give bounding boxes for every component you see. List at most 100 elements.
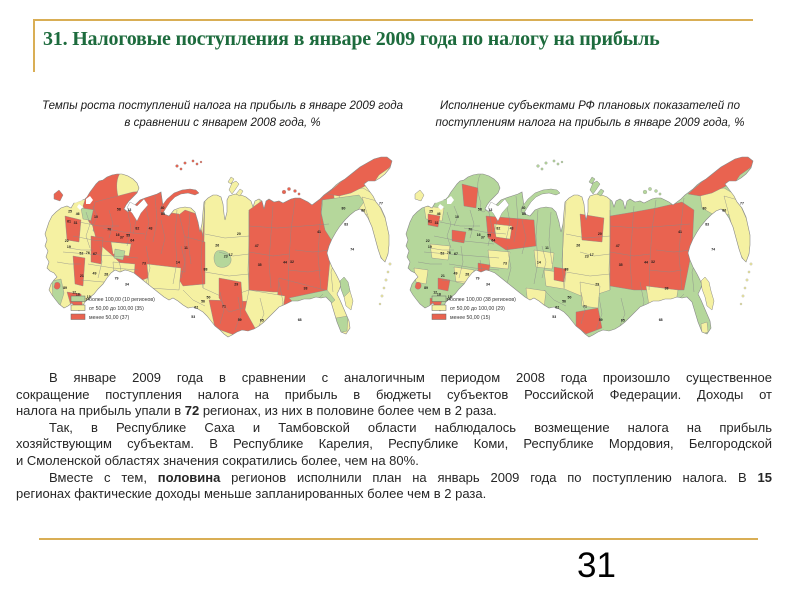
svg-text:64: 64 xyxy=(130,238,134,242)
svg-text:44: 44 xyxy=(644,261,648,265)
svg-text:31: 31 xyxy=(435,221,439,225)
svg-text:менее 50,00 (15): менее 50,00 (15) xyxy=(450,315,490,321)
svg-text:19: 19 xyxy=(67,245,71,249)
svg-text:46: 46 xyxy=(437,212,441,216)
svg-text:52: 52 xyxy=(79,251,83,255)
svg-text:15: 15 xyxy=(448,295,452,299)
svg-text:16: 16 xyxy=(116,233,120,237)
svg-text:более 100,00 (38 регионов): более 100,00 (38 регионов) xyxy=(450,297,516,303)
svg-text:82: 82 xyxy=(135,227,139,231)
svg-text:26: 26 xyxy=(576,244,580,248)
svg-text:89: 89 xyxy=(63,286,67,290)
svg-text:11: 11 xyxy=(545,246,549,250)
svg-text:37: 37 xyxy=(481,236,485,240)
svg-text:65: 65 xyxy=(260,319,264,323)
svg-text:61: 61 xyxy=(428,220,432,224)
svg-text:83: 83 xyxy=(344,223,348,227)
svg-text:68: 68 xyxy=(298,318,302,322)
svg-text:83: 83 xyxy=(705,223,709,227)
svg-text:65: 65 xyxy=(621,319,625,323)
svg-text:12: 12 xyxy=(72,291,76,295)
svg-text:50: 50 xyxy=(568,296,572,300)
svg-text:77: 77 xyxy=(379,202,383,206)
svg-text:44: 44 xyxy=(283,261,287,265)
svg-text:76: 76 xyxy=(447,251,451,255)
svg-text:85: 85 xyxy=(161,212,165,216)
svg-text:79: 79 xyxy=(115,276,119,280)
svg-text:35: 35 xyxy=(258,263,262,267)
svg-text:43: 43 xyxy=(149,227,153,231)
svg-text:70: 70 xyxy=(468,228,472,232)
svg-text:более 100,00 (10 регионов): более 100,00 (10 регионов) xyxy=(89,297,155,303)
svg-text:10: 10 xyxy=(455,215,459,219)
svg-text:86: 86 xyxy=(722,209,726,213)
svg-text:68: 68 xyxy=(659,318,663,322)
svg-text:25: 25 xyxy=(68,210,72,214)
svg-text:40: 40 xyxy=(522,206,526,210)
svg-text:32: 32 xyxy=(651,260,655,264)
svg-text:34: 34 xyxy=(486,283,490,287)
svg-text:46: 46 xyxy=(76,212,80,216)
svg-text:38: 38 xyxy=(665,286,669,290)
svg-text:19: 19 xyxy=(428,245,432,249)
svg-text:18: 18 xyxy=(76,292,80,296)
svg-text:56: 56 xyxy=(201,299,205,303)
svg-text:от 50,00 до 100,00 (29): от 50,00 до 100,00 (29) xyxy=(450,306,505,312)
svg-text:88: 88 xyxy=(204,268,208,272)
svg-text:29: 29 xyxy=(234,283,238,287)
svg-text:менее 50,00 (37): менее 50,00 (37) xyxy=(89,315,129,321)
svg-text:10: 10 xyxy=(94,215,98,219)
svg-text:11: 11 xyxy=(184,246,188,250)
svg-text:56: 56 xyxy=(562,299,566,303)
svg-text:67: 67 xyxy=(454,252,458,256)
svg-text:86: 86 xyxy=(361,209,365,213)
svg-text:38: 38 xyxy=(304,286,308,290)
svg-text:80: 80 xyxy=(342,207,346,211)
svg-text:26: 26 xyxy=(215,244,219,248)
svg-text:89: 89 xyxy=(424,286,428,290)
svg-text:47: 47 xyxy=(255,244,259,248)
svg-text:76: 76 xyxy=(86,251,90,255)
svg-text:от 50,00 до 100,00 (35): от 50,00 до 100,00 (35) xyxy=(89,306,144,312)
svg-text:53: 53 xyxy=(191,315,195,319)
svg-text:34: 34 xyxy=(125,283,129,287)
svg-text:52: 52 xyxy=(440,251,444,255)
svg-text:25: 25 xyxy=(429,210,433,214)
svg-text:31: 31 xyxy=(74,221,78,225)
svg-text:73: 73 xyxy=(142,261,146,265)
svg-text:58: 58 xyxy=(478,207,482,211)
svg-text:20: 20 xyxy=(237,232,241,236)
svg-text:22: 22 xyxy=(65,239,69,243)
svg-text:15: 15 xyxy=(87,295,91,299)
svg-text:70: 70 xyxy=(107,228,111,232)
svg-text:85: 85 xyxy=(522,212,526,216)
svg-text:14: 14 xyxy=(176,261,180,265)
svg-text:74: 74 xyxy=(350,248,354,252)
svg-text:16: 16 xyxy=(477,233,481,237)
svg-text:17: 17 xyxy=(229,253,233,257)
svg-text:62: 62 xyxy=(555,306,559,310)
svg-text:17: 17 xyxy=(590,253,594,257)
svg-text:20: 20 xyxy=(598,232,602,236)
svg-text:14: 14 xyxy=(537,261,541,265)
svg-text:49: 49 xyxy=(93,271,97,275)
svg-text:58: 58 xyxy=(117,207,121,211)
svg-text:13: 13 xyxy=(488,208,492,212)
svg-text:28: 28 xyxy=(465,272,469,276)
svg-text:55: 55 xyxy=(487,234,491,238)
svg-text:59: 59 xyxy=(599,318,603,322)
svg-text:23: 23 xyxy=(585,255,589,259)
svg-text:47: 47 xyxy=(616,244,620,248)
svg-text:59: 59 xyxy=(238,318,242,322)
svg-text:55: 55 xyxy=(126,234,130,238)
svg-text:73: 73 xyxy=(503,261,507,265)
svg-text:82: 82 xyxy=(496,227,500,231)
svg-text:12: 12 xyxy=(433,291,437,295)
svg-text:32: 32 xyxy=(290,260,294,264)
svg-text:53: 53 xyxy=(552,315,556,319)
svg-text:61: 61 xyxy=(67,220,71,224)
svg-text:37: 37 xyxy=(120,236,124,240)
svg-text:18: 18 xyxy=(437,292,441,296)
svg-text:41: 41 xyxy=(678,230,682,234)
svg-text:67: 67 xyxy=(93,252,97,256)
